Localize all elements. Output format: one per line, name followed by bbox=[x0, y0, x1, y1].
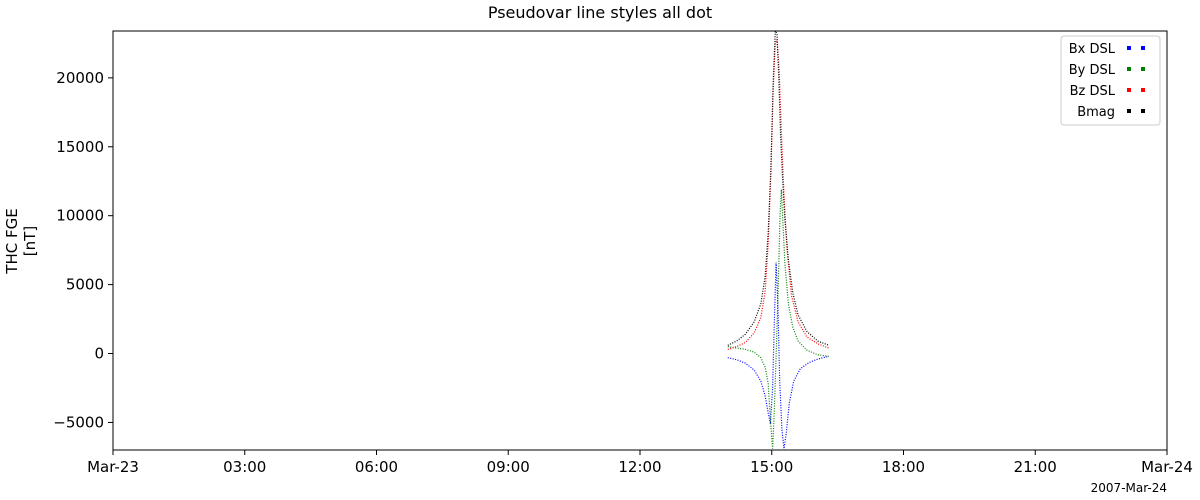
x-tick-label: 15:00 bbox=[750, 458, 793, 476]
y-tick-label: 20000 bbox=[56, 69, 104, 87]
legend-label: Bx DSL bbox=[1069, 42, 1116, 57]
legend-swatch-dot bbox=[1141, 67, 1145, 71]
y-axis-label-line-1: THC FGE bbox=[3, 208, 21, 274]
y-tick-label: 10000 bbox=[56, 207, 104, 225]
legend-label: Bz DSL bbox=[1070, 84, 1116, 99]
y-tick-label: 0 bbox=[94, 345, 104, 363]
legend-swatch-dot bbox=[1127, 67, 1131, 71]
legend-swatch-dot bbox=[1141, 46, 1145, 50]
legend-frame bbox=[1060, 35, 1161, 126]
x-tick-label: 21:00 bbox=[1014, 458, 1057, 476]
x-tick-label: 12:00 bbox=[618, 458, 661, 476]
legend-swatch-dot bbox=[1127, 88, 1131, 92]
x-tick-label: Mar-24 bbox=[1141, 458, 1193, 476]
date-label: 2007-Mar-24 bbox=[1091, 481, 1167, 495]
y-tick-label: 15000 bbox=[56, 138, 104, 156]
legend-label: By DSL bbox=[1069, 63, 1116, 78]
series-line-by-dsl bbox=[727, 189, 829, 449]
y-tick-label: 5000 bbox=[66, 276, 104, 294]
chart-title: Pseudovar line styles all dot bbox=[488, 3, 712, 22]
legend-swatch-dot bbox=[1127, 109, 1131, 113]
y-tick-label: −5000 bbox=[53, 413, 104, 431]
x-tick-label: 06:00 bbox=[355, 458, 398, 476]
legend-swatch-dot bbox=[1127, 46, 1131, 50]
legend-swatch-dot bbox=[1141, 109, 1145, 113]
x-tick-label: 03:00 bbox=[223, 458, 266, 476]
y-axis-label-line-2: [nT] bbox=[21, 226, 39, 256]
x-tick-label: Mar-23 bbox=[87, 458, 139, 476]
series-line-bx-dsl bbox=[727, 262, 829, 449]
legend: Bx DSL By DSL Bz DSL Bmag bbox=[1060, 35, 1161, 126]
plot-frame bbox=[112, 30, 1168, 451]
series-layer bbox=[727, 28, 830, 449]
series-line-bmag bbox=[727, 28, 830, 346]
legend-label: Bmag bbox=[1077, 105, 1115, 120]
x-axis: Mar-23 03:00 06:00 09:00 12:00 15:00 18:00 21:0… bbox=[87, 450, 1193, 476]
y-axis: −5000 0 5000 10000 15000 20000 bbox=[53, 69, 113, 431]
series-line-bz-dsl bbox=[727, 39, 830, 350]
x-tick-label: 09:00 bbox=[487, 458, 530, 476]
y-axis-label: THC FGE [nT] bbox=[3, 208, 39, 274]
legend-swatch-dot bbox=[1141, 88, 1145, 92]
x-tick-label: 18:00 bbox=[882, 458, 925, 476]
